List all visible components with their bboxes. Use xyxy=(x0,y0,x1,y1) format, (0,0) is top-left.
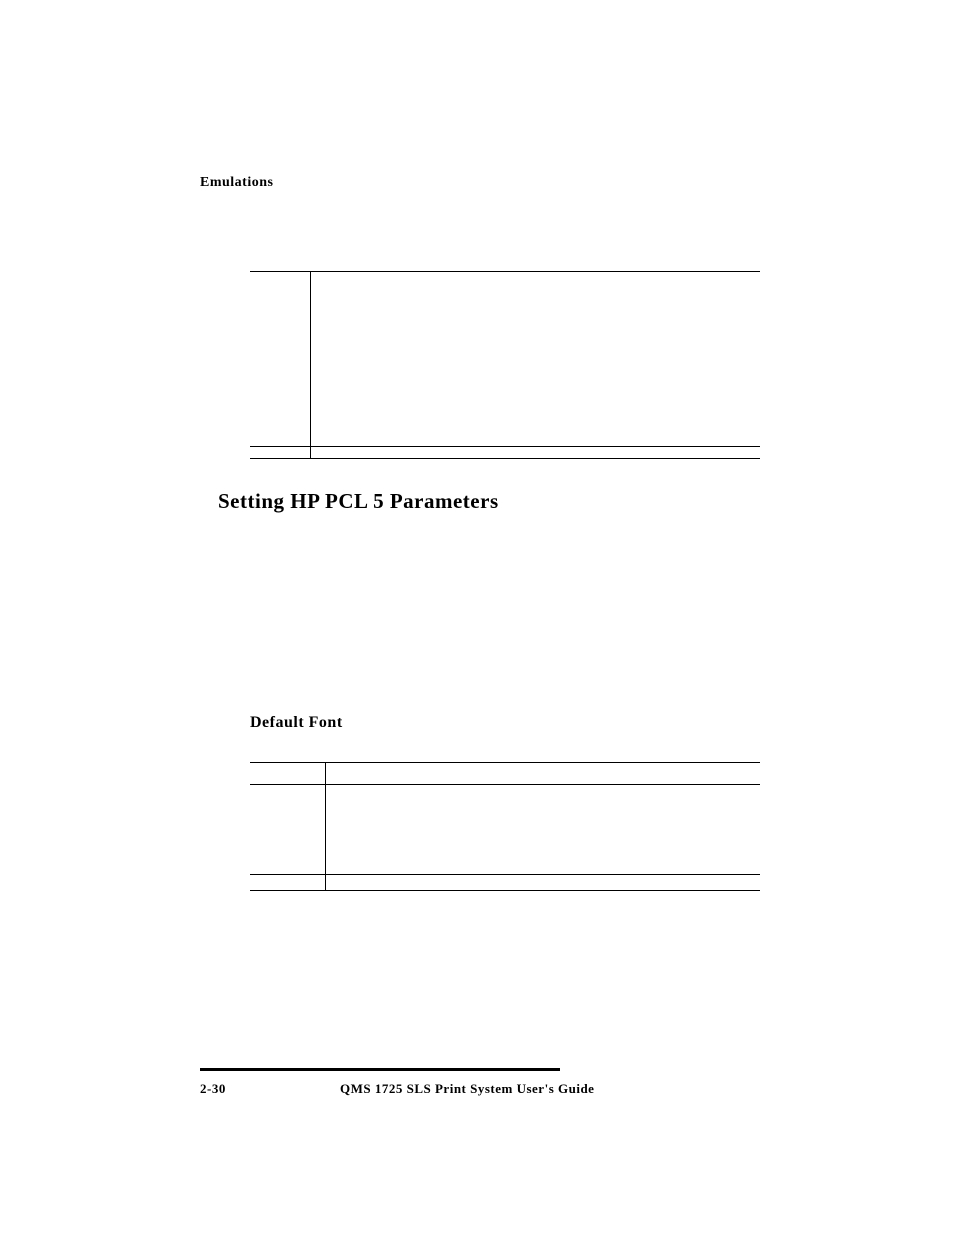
table-2-cell xyxy=(250,875,325,891)
table-1-cell xyxy=(310,272,760,447)
table-2 xyxy=(250,762,760,891)
table-2-cell xyxy=(325,875,760,891)
footer-divider xyxy=(200,1068,560,1071)
table-2-cell xyxy=(325,763,760,785)
table-2-cell xyxy=(325,785,760,875)
table-2-cell xyxy=(250,763,325,785)
table-1-cell xyxy=(310,447,760,459)
table-2-cell xyxy=(250,785,325,875)
table-1-cell xyxy=(250,272,310,447)
table-2-container xyxy=(250,762,759,891)
footer-title: QMS 1725 SLS Print System User's Guide xyxy=(340,1081,594,1097)
page-number: 2-30 xyxy=(200,1081,340,1097)
table-1-cell xyxy=(250,447,310,459)
table-1 xyxy=(250,271,760,459)
section-label: Emulations xyxy=(200,175,759,191)
heading-main: Setting HP PCL 5 Parameters xyxy=(218,489,759,514)
heading-sub: Default Font xyxy=(250,714,759,732)
table-1-container xyxy=(250,271,759,459)
footer: 2-30 QMS 1725 SLS Print System User's Gu… xyxy=(200,1068,760,1097)
